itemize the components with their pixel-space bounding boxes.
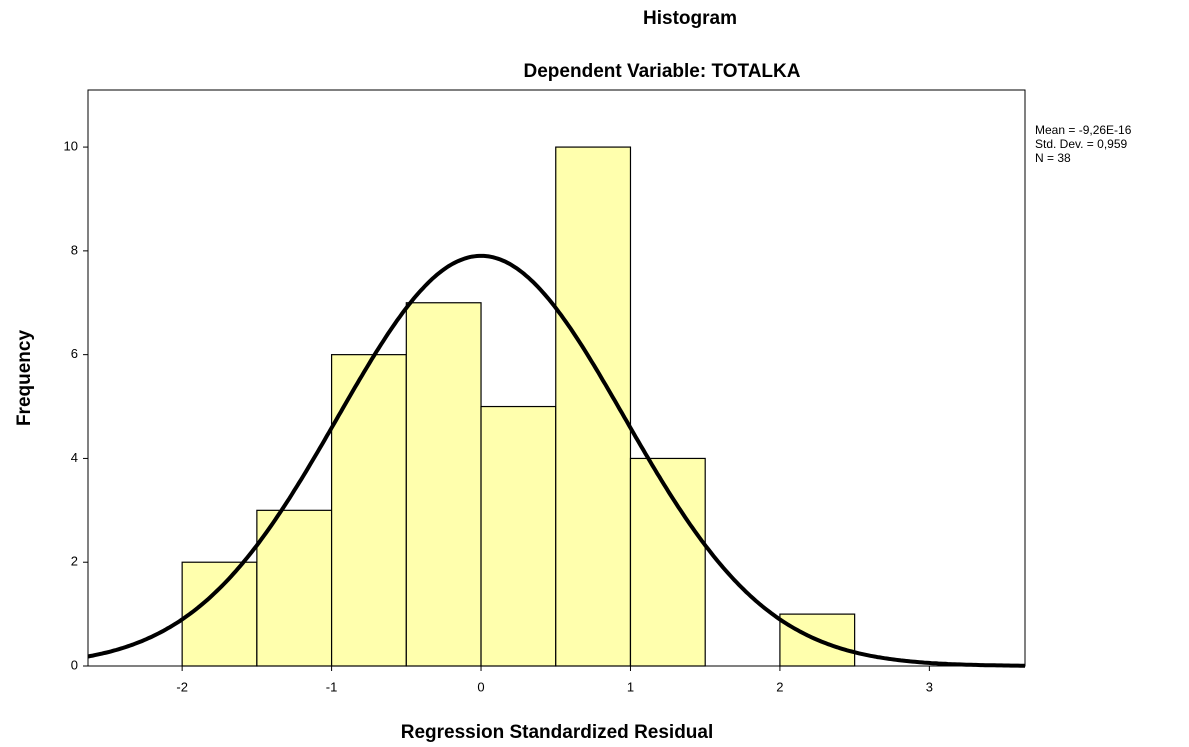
x-tick-label: -2: [176, 679, 188, 694]
bar: [405, 302, 482, 667]
x-tick-label: 0: [477, 679, 484, 694]
bar: [330, 354, 407, 667]
stats-label: N = 38: [1035, 151, 1071, 165]
x-tick-label: 2: [776, 679, 783, 694]
stats-label: Mean = -9,26E-16: [1035, 123, 1132, 137]
y-tick-label: 4: [71, 450, 78, 465]
x-tick-label: 3: [926, 679, 933, 694]
normal-curve: [87, 253, 1025, 668]
y-tick-label: 8: [71, 242, 78, 257]
x-tick-label: 1: [627, 679, 634, 694]
y-axis-label: Frequency: [14, 330, 35, 427]
chart-subtitle: Dependent Variable: TOTALKA: [524, 61, 801, 82]
bar: [480, 405, 557, 667]
y-tick-label: 2: [71, 554, 78, 569]
bar: [181, 561, 258, 667]
bar: [256, 509, 333, 667]
chart-title: Histogram: [643, 8, 737, 29]
x-tick-label: -1: [326, 679, 338, 694]
y-tick-label: 0: [71, 657, 78, 672]
y-tick-label: 6: [71, 346, 78, 361]
x-axis-label: Regression Standardized Residual: [401, 722, 714, 743]
y-tick-label: 10: [64, 139, 78, 154]
stats-label: Std. Dev. = 0,959: [1035, 137, 1127, 151]
